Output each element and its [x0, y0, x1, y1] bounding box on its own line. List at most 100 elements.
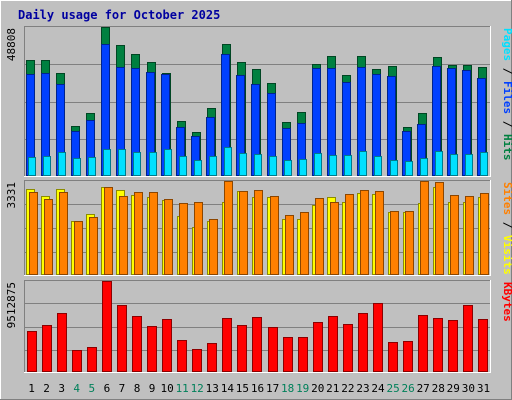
- x-tick-label: 21: [326, 382, 339, 395]
- bar-pages-day-29: [450, 154, 458, 176]
- x-tick-label: 18: [281, 382, 294, 395]
- x-tick-label: 7: [119, 382, 126, 395]
- bar-pages-day-17: [269, 156, 277, 176]
- bar-pages-day-1: [28, 157, 36, 176]
- bar-kbytes-day-3: [57, 313, 67, 372]
- x-tick-label: 20: [311, 382, 324, 395]
- x-tick-label: 2: [43, 382, 50, 395]
- bar-sites-day-6: [104, 187, 113, 275]
- bar-pages-day-5: [88, 157, 96, 176]
- x-tick-label: 25: [386, 382, 399, 395]
- bar-sites-day-15: [239, 191, 248, 275]
- bar-pages-day-6: [103, 149, 111, 176]
- bar-sites-day-2: [44, 199, 53, 275]
- bar-pages-day-24: [374, 156, 382, 176]
- x-tick-label: 8: [134, 382, 141, 395]
- x-tick-label: 16: [251, 382, 264, 395]
- x-axis-day-labels: 1 2 3 4 5 6 7 8 9 10 11 12 13 14 15 16 17 18 19 20 21 22 23 24 2…: [28, 382, 490, 395]
- bar-kbytes-day-24: [373, 303, 383, 372]
- x-tick-label: 29: [447, 382, 460, 395]
- bar-kbytes-day-7: [117, 305, 127, 372]
- bar-kbytes-day-22: [343, 324, 353, 372]
- x-tick-label: 26: [401, 382, 414, 395]
- bar-kbytes-day-18: [283, 337, 293, 372]
- bar-pages-day-30: [465, 154, 473, 176]
- bar-pages-day-27: [420, 158, 428, 176]
- bar-sites-day-13: [209, 219, 218, 275]
- series-files: [26, 44, 486, 176]
- bar-sites-day-4: [74, 221, 83, 275]
- x-tick-label: 19: [296, 382, 309, 395]
- bar-sites-day-24: [375, 191, 384, 275]
- x-tick-label: 15: [236, 382, 249, 395]
- bar-pages-day-25: [390, 160, 398, 176]
- bar-kbytes-day-16: [252, 317, 262, 372]
- bar-pages-day-22: [344, 155, 352, 176]
- legend-part: /: [501, 114, 512, 134]
- x-tick-label: 17: [266, 382, 279, 395]
- bar-kbytes-day-25: [388, 342, 398, 372]
- bar-kbytes-day-21: [328, 316, 338, 372]
- bar-sites-day-9: [149, 192, 158, 275]
- x-tick-label: 4: [73, 382, 80, 395]
- x-tick-label: 1: [28, 382, 35, 395]
- bar-pages-day-3: [58, 152, 66, 176]
- bar-kbytes-day-10: [162, 319, 172, 372]
- bar-sites-day-29: [450, 195, 459, 275]
- legend-part: Hits: [501, 134, 512, 161]
- legend-part: Visits: [501, 235, 512, 275]
- bar-pages-day-18: [284, 160, 292, 176]
- bar-pages-day-19: [299, 159, 307, 176]
- y-max-label: 48808: [5, 28, 18, 61]
- bar-sites-day-14: [224, 181, 233, 275]
- bar-pages-day-2: [43, 156, 51, 176]
- legend-part: KBytes: [501, 282, 512, 322]
- x-tick-label: 12: [191, 382, 204, 395]
- bar-kbytes-day-20: [313, 322, 323, 372]
- series-kbytes: [27, 281, 488, 372]
- x-tick-label: 30: [462, 382, 475, 395]
- series-sites: [29, 181, 489, 275]
- bar-pages-day-14: [224, 147, 232, 176]
- bar-pages-day-12: [194, 160, 202, 176]
- panel-legend: Sites / Visits: [501, 182, 512, 275]
- bar-sites-day-26: [405, 211, 414, 275]
- panel-sites-visits: 3331 Sites / Visits: [5, 180, 512, 276]
- x-tick-label: 9: [149, 382, 156, 395]
- bar-sites-day-8: [134, 192, 143, 275]
- x-tick-label: 11: [176, 382, 189, 395]
- panel-kbytes: 9512875 KBytes: [5, 280, 512, 373]
- bar-sites-day-22: [345, 194, 354, 275]
- x-tick-label: 10: [160, 382, 173, 395]
- bar-kbytes-day-13: [207, 343, 217, 372]
- bar-sites-day-20: [315, 198, 324, 275]
- bar-kbytes-day-11: [177, 340, 187, 372]
- bar-pages-day-26: [405, 161, 413, 176]
- bar-sites-day-7: [119, 196, 128, 275]
- bar-kbytes-day-1: [27, 331, 37, 372]
- bar-pages-day-23: [359, 151, 367, 176]
- bar-sites-day-23: [360, 190, 369, 275]
- bar-kbytes-day-17: [268, 327, 278, 372]
- bar-sites-day-21: [330, 202, 339, 275]
- bar-sites-day-19: [300, 212, 309, 275]
- panel-pages-files-hits: 48808 Pages / Files / Hits: [5, 26, 512, 177]
- bar-kbytes-day-12: [192, 349, 202, 372]
- bar-kbytes-day-5: [87, 347, 97, 372]
- bar-sites-day-25: [390, 211, 399, 275]
- bar-pages-day-8: [133, 152, 141, 176]
- bar-sites-day-11: [179, 203, 188, 275]
- y-max-label: 3331: [5, 182, 18, 209]
- x-tick-label: 13: [206, 382, 219, 395]
- bar-kbytes-day-29: [448, 320, 458, 372]
- chart-title: Daily usage for October 2025: [18, 8, 220, 22]
- bar-kbytes-day-15: [237, 325, 247, 372]
- x-tick-label: 23: [356, 382, 369, 395]
- bar-pages-day-4: [73, 158, 81, 176]
- bar-kbytes-day-9: [147, 326, 157, 372]
- bar-sites-day-27: [420, 181, 429, 275]
- bar-sites-day-28: [435, 182, 444, 275]
- bar-kbytes-day-28: [433, 318, 443, 372]
- bar-kbytes-day-31: [478, 319, 488, 372]
